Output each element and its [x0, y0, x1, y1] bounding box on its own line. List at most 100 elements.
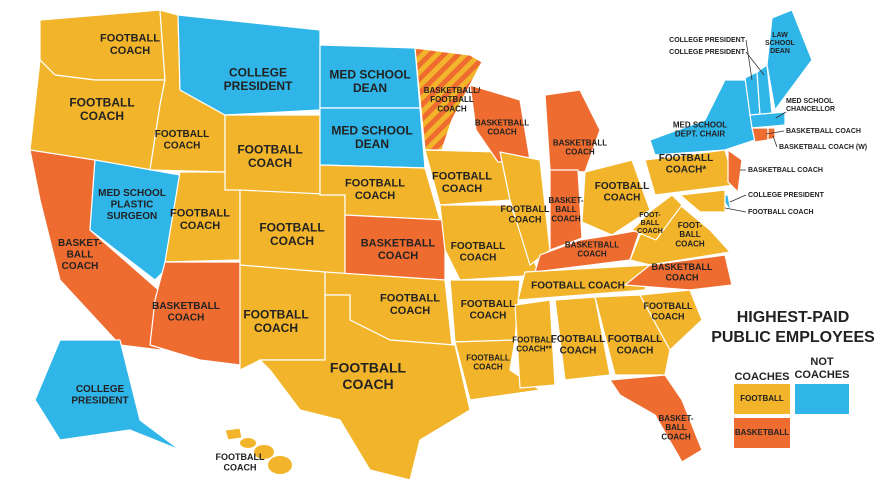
state-label: MED SCHOOL [329, 67, 410, 81]
state-label: COACH [62, 261, 99, 272]
state [224, 427, 243, 441]
island [268, 456, 292, 474]
state-label: FOOTBALL [216, 452, 265, 462]
state [631, 194, 683, 241]
state-labels: FOOTBALLCOACHFOOTBALLCOACHBASKET-BALLCOA… [58, 32, 867, 473]
state-label: FOOTBALL [466, 354, 510, 363]
state-label: COACH [470, 310, 507, 321]
state-label: COACH [551, 214, 581, 223]
state-label: FOOTBALL [461, 299, 515, 310]
state-label: COACH [617, 345, 654, 356]
island [240, 438, 256, 448]
state-label: BASKETBALL [553, 139, 607, 148]
state [624, 254, 733, 291]
state-label: COACH [577, 250, 607, 259]
state-label: BASKET- [548, 196, 583, 205]
state [727, 149, 743, 193]
state-label: COACH [164, 140, 201, 151]
state-label: BASKETBALL [152, 301, 220, 312]
legend-title: PUBLIC EMPLOYEES [711, 329, 875, 346]
state-label: COACH [270, 234, 314, 248]
leader-line [729, 194, 747, 203]
state-label: MED SCHOOL [331, 123, 412, 137]
state-label: COACH [254, 321, 298, 335]
state-label: FOOTBALL [100, 33, 160, 45]
state [749, 111, 786, 129]
state-label: FOOTBALL [644, 301, 693, 311]
state-label: BASKETBALL [565, 241, 619, 250]
state-label: COACH [637, 228, 663, 235]
state-label: COACH [675, 239, 705, 248]
state-label: COACH [110, 45, 150, 57]
state-label: FOOT- [678, 221, 703, 230]
legend-label: BASKETBALL [735, 428, 789, 437]
legend-swatch [734, 418, 790, 448]
state-label: DEPT. CHAIR [675, 130, 725, 139]
state-label: COACH [487, 128, 517, 137]
state-label: FOOTBALL [237, 142, 302, 156]
state-label: FOOTBALL [512, 336, 556, 345]
state-label: COACH [342, 376, 393, 392]
state-label: COLLEGE PRESIDENT [748, 192, 825, 199]
state-label: COLLEGE PRESIDENT [669, 49, 746, 56]
state-label: COACH [80, 109, 124, 123]
state-label: DEAN [353, 81, 387, 95]
state-label: DEAN [355, 137, 389, 151]
state-label: COLLEGE PRESIDENT [669, 37, 746, 44]
state-label: PRESIDENT [224, 79, 293, 93]
state-label: FOOTBALL [380, 293, 440, 305]
leader-line [724, 207, 747, 213]
state-label: BALL [67, 250, 94, 261]
legend-swatch [795, 384, 849, 414]
state [639, 289, 703, 351]
state-label: SCHOOL [765, 40, 796, 47]
state-label: COACH [604, 192, 641, 203]
legend-title: HIGHEST-PAID [737, 309, 850, 326]
state-label: COACH [180, 220, 220, 232]
state-label: COACH [460, 252, 497, 263]
state-label: BASKETBALL COACH [748, 167, 823, 174]
state-label: COACH* [666, 164, 707, 175]
state-label: COACH [248, 156, 292, 170]
state-label: FOOTBALL [432, 171, 492, 183]
state-label: COACH [509, 215, 542, 225]
state-label: COACH [652, 312, 685, 322]
island [254, 445, 274, 459]
state [34, 339, 181, 451]
state [594, 294, 671, 376]
state-label: BALL [641, 220, 660, 227]
state-label: COACH [565, 148, 595, 157]
state [751, 127, 769, 143]
state-label: BASKETBALL COACH [786, 128, 861, 135]
state [149, 261, 241, 366]
state [544, 89, 601, 173]
state-label: FOOT- [639, 212, 661, 219]
state-label: FOOTBALL [451, 241, 505, 252]
state-label: FOOTBALL [330, 360, 407, 376]
state-label: BALL [555, 205, 576, 214]
state-label: BASKET- [58, 238, 102, 249]
state-label: COLLEGE [76, 384, 125, 395]
state [439, 204, 541, 281]
state-label: BASKETBALL [652, 262, 713, 272]
state-label: FOOTBALL COACH [531, 281, 625, 292]
state-label: MED SCHOOL [786, 98, 834, 105]
state-label: COACH [224, 463, 257, 473]
state-label: FOOTBALL [345, 178, 405, 190]
state-label: DEAN [770, 48, 790, 55]
leader-line [765, 130, 785, 135]
state [259, 294, 471, 481]
leader-line [745, 39, 753, 81]
state-label: FOOTBALL [430, 95, 474, 104]
state-label: COACH [442, 183, 482, 195]
state-label: COACH [473, 363, 503, 372]
legend-heading: COACHES [734, 371, 789, 383]
state-label: COACH [390, 305, 430, 317]
state-label: BASKETBALL [361, 238, 436, 250]
leader-line [775, 111, 787, 119]
state-label: COACH [661, 432, 691, 441]
state-label: COACH [378, 250, 418, 262]
state-label: BALL [679, 230, 700, 239]
state-label: FOOTBALL [551, 334, 605, 345]
state-label: BASKETBALL/ [424, 86, 481, 95]
